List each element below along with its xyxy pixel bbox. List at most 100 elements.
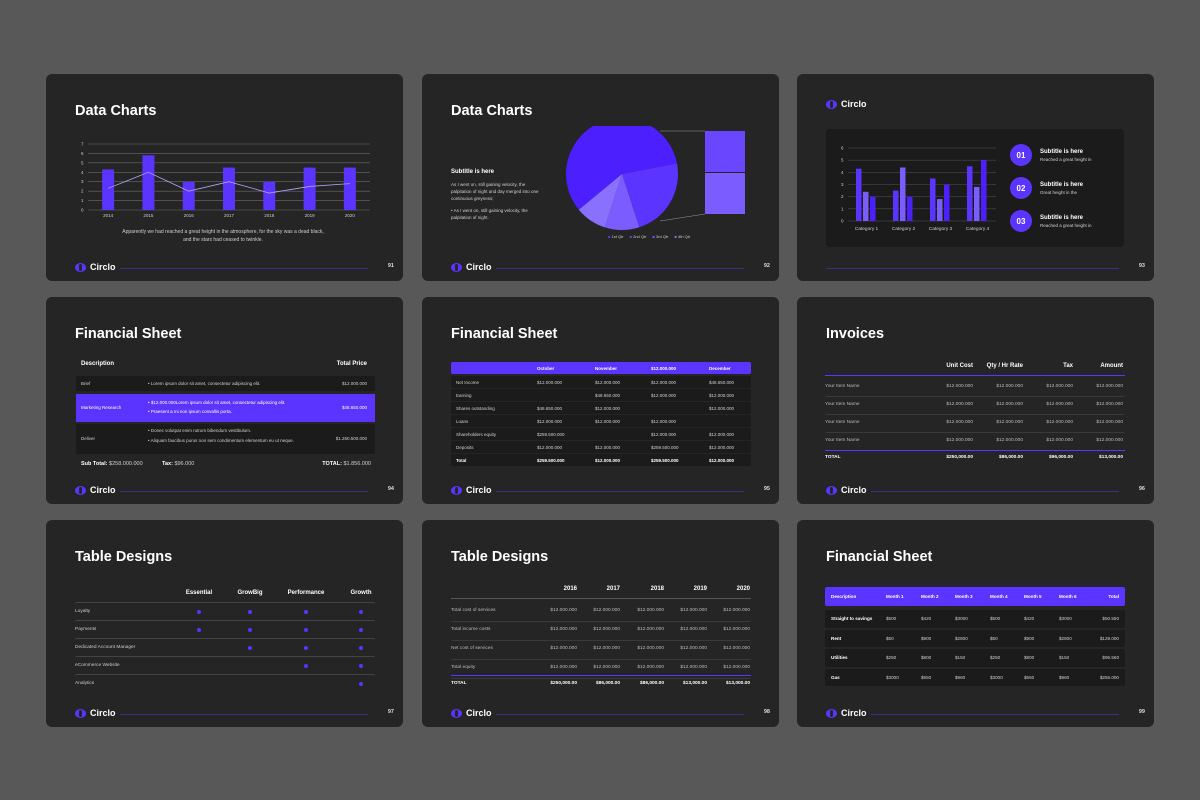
table-cell: $12.000.000 xyxy=(593,665,620,670)
slide-title: Financial Sheet xyxy=(451,326,558,342)
logo-text: Circlo xyxy=(90,485,116,495)
footer-line xyxy=(120,268,368,269)
number-badge: 02 xyxy=(1010,177,1032,199)
page-number: 98 xyxy=(763,709,770,715)
bar xyxy=(967,166,973,221)
table-cell: $12.000.000 xyxy=(637,627,664,632)
x-tick-label: Category 3 xyxy=(929,226,953,232)
check-dot-icon xyxy=(359,646,363,650)
slide-91[interactable]: Data Charts 0 1 2 3 4 5 6 7 2014 2015 2016 2017 2018… xyxy=(46,74,403,281)
row-price: $48.650.000 xyxy=(341,405,367,410)
bar xyxy=(856,168,862,221)
total-cell: $86,000.00 xyxy=(639,681,664,686)
tax: Tax: $96.000 xyxy=(162,461,195,467)
logo-text: Circlo xyxy=(841,708,867,718)
y-tick-label: 2 xyxy=(81,189,84,194)
table-cell: Total xyxy=(456,457,467,463)
logo: Circlo xyxy=(451,485,492,495)
slide-title: Financial Sheet xyxy=(75,326,182,342)
total-cell: $86,000.00 xyxy=(595,681,620,686)
table-row: Payments xyxy=(75,620,375,639)
footer: Circlo 94 xyxy=(75,485,394,497)
bar xyxy=(937,199,943,221)
table-cell: $12.000.000 xyxy=(637,646,664,651)
row-name: Marketing Research xyxy=(81,405,122,410)
footer-line xyxy=(496,491,744,492)
table-cell: $128.000 xyxy=(1099,635,1119,641)
table-cell: $12.000.000 xyxy=(537,444,563,450)
table-cell: $2800 xyxy=(955,635,968,641)
row-label: Analytics xyxy=(75,681,95,686)
slide-title: Table Designs xyxy=(451,549,549,565)
slide-96[interactable]: Invoices Unit Cost Qty / Hr Rate Tax Amount… xyxy=(797,297,1154,504)
footer-line xyxy=(871,714,1119,715)
table-cell: $12.000.000 xyxy=(946,402,973,407)
row-line: • Donec volutpat enim rutrum bibendum ve… xyxy=(148,428,252,433)
table-cell: Shares outstanding xyxy=(456,405,495,411)
check-dot-icon xyxy=(359,628,363,632)
total-row: TOTAL $250,000.00 $86,000.00 $86,000.00 $13,… xyxy=(451,679,751,689)
slide-title: Invoices xyxy=(826,326,885,342)
table-cell: $12.000.000 xyxy=(996,384,1023,389)
logo: Circlo xyxy=(451,708,492,718)
breakout-slice xyxy=(705,173,745,214)
chart-caption: Apparently we had reached a great height… xyxy=(122,229,324,243)
slide-92[interactable]: Data Charts Subtitle is here As I went o… xyxy=(422,74,779,281)
table-cell: Total income costs xyxy=(451,627,491,632)
x-tick-label: Category 1 xyxy=(855,226,879,232)
bar xyxy=(900,167,906,221)
slide-95[interactable]: Financial Sheet October November $12.000.0… xyxy=(422,297,779,504)
legend-item: ■ 3rd Qtr xyxy=(652,234,669,239)
header-cell: Month 6 xyxy=(1059,594,1077,599)
table-header-row: October November $12.000.000 December xyxy=(451,362,751,374)
slide-97[interactable]: Table Designs Essential GrowBig Performanc… xyxy=(46,520,403,727)
circlo-logo-icon xyxy=(451,708,462,718)
table-row: Analytics xyxy=(75,674,375,693)
page-number: 99 xyxy=(1138,709,1145,715)
table-cell: $12.000.000 xyxy=(709,431,735,437)
table-cell: $12.000.000 xyxy=(1046,438,1073,443)
table-cell: $12.000.000 xyxy=(946,384,973,389)
bar xyxy=(870,196,876,221)
table-cell: Net Income xyxy=(456,379,480,385)
footer-line xyxy=(496,714,744,715)
table-cell: $50 xyxy=(886,635,894,641)
table-cell: $259.500.000 xyxy=(537,431,565,437)
table-cell: $256.000 xyxy=(1099,674,1119,680)
total-cell: $250,000.00 xyxy=(946,455,973,460)
y-tick-label: 0 xyxy=(841,219,844,224)
y-tick-label: 6 xyxy=(841,146,844,151)
chart-panel: 0 1 2 3 4 5 6 Category 1 Category 2 Category 3 Cat… xyxy=(826,129,1124,247)
header-cell: Tax xyxy=(1063,363,1073,369)
table-cell: $3000 xyxy=(886,674,899,680)
bar xyxy=(981,160,987,221)
header-cell: 2018 xyxy=(650,586,664,592)
table-cell: $12.000.000 xyxy=(637,608,664,613)
table-row: Total income costs $12.000.000 $12.000.000… xyxy=(451,622,751,641)
y-tick-label: 5 xyxy=(841,158,844,163)
row-line: • Lorem ipsum dolor sit amet, consectetu… xyxy=(148,381,261,386)
table-row: Rent $50 $900 $2800 $50 $900 $2800 $128.000 xyxy=(825,629,1125,647)
item-desc: Reached a great height in xyxy=(1040,156,1092,162)
slide-98[interactable]: Table Designs 2016 2017 2018 2019 2020 Total … xyxy=(422,520,779,727)
table-row: Loans $12.000.000 $12.000.000 $12.000.000 xyxy=(451,415,751,427)
table-cell: $48.650.000 xyxy=(537,405,563,411)
table-cell: $900 xyxy=(921,635,932,641)
slide-94[interactable]: Financial Sheet Description Total Price … xyxy=(46,297,403,504)
footer-line xyxy=(826,268,1119,269)
table-cell: $3000 xyxy=(1059,616,1072,621)
table-cell: $12.000.000 xyxy=(593,646,620,651)
legend-item: ■ 4th Qtr xyxy=(674,234,691,239)
x-tick-label: 2019 xyxy=(305,213,316,218)
slide-99[interactable]: Financial Sheet Description Month 1 Month … xyxy=(797,520,1154,727)
footer: Circlo 98 xyxy=(451,708,770,720)
logo: Circlo xyxy=(75,262,116,272)
bar xyxy=(893,190,899,221)
table-cell: Shareholders equity xyxy=(456,431,497,437)
bar xyxy=(102,169,115,210)
table-cell: $12.000.000 xyxy=(1046,384,1073,389)
y-tick-label: 1 xyxy=(841,206,844,211)
table-cell: $12.000.000 xyxy=(996,402,1023,407)
slide-93[interactable]: Circlo 0 1 2 3 4 5 6 Category 1 Category 2 Catego… xyxy=(797,74,1154,281)
table-cell: $12.000.000 xyxy=(595,379,621,385)
